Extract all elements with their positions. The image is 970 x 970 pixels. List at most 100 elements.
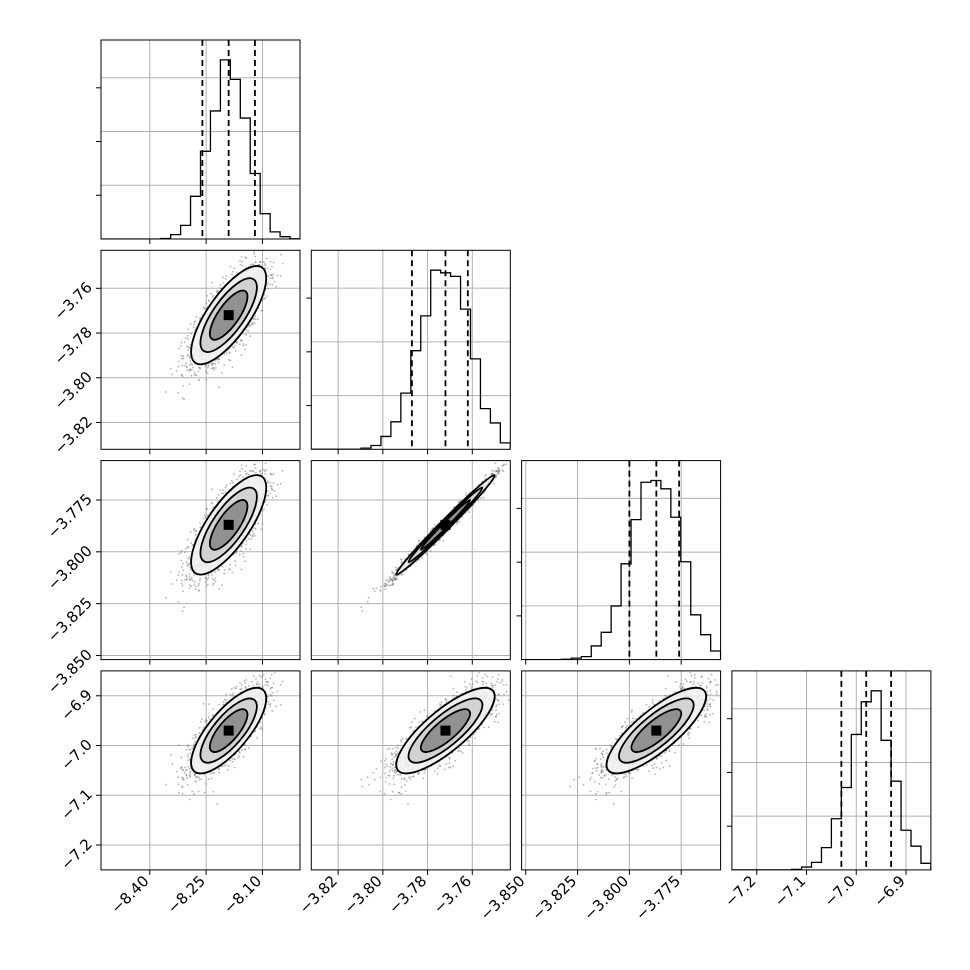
sample-point <box>442 540 445 542</box>
sample-point <box>179 345 182 347</box>
sample-point <box>267 282 269 284</box>
sample-point <box>264 297 266 300</box>
sample-point <box>193 574 196 576</box>
sample-point <box>270 487 273 490</box>
sample-point <box>198 582 201 585</box>
sample-point <box>187 546 190 548</box>
sample-point <box>273 280 276 283</box>
sample-point <box>189 368 192 371</box>
sample-point <box>189 556 191 558</box>
sample-point <box>183 551 186 554</box>
sample-point <box>227 568 230 571</box>
sample-point <box>261 510 264 512</box>
sample-point <box>516 448 518 450</box>
sample-point <box>265 257 268 260</box>
sample-point <box>222 276 225 279</box>
sample-point <box>211 488 213 491</box>
sample-point <box>242 345 245 347</box>
histogram-step <box>101 59 300 239</box>
sample-point <box>185 345 188 348</box>
sample-point <box>385 579 388 582</box>
sample-point <box>203 308 206 310</box>
scatter-panel-1-0: −3.82−3.80−3.78−3.76 <box>51 242 301 458</box>
sample-point <box>234 344 236 347</box>
sample-point <box>254 527 257 530</box>
sample-point <box>224 278 227 280</box>
sample-point <box>251 535 254 538</box>
sample-point <box>434 524 436 526</box>
sample-point <box>269 472 272 475</box>
sample-point <box>233 267 236 269</box>
sample-point <box>210 362 213 365</box>
sample-point <box>269 492 271 495</box>
sample-point <box>267 267 269 269</box>
sample-point <box>458 520 460 523</box>
sample-point <box>228 351 231 353</box>
sample-point <box>429 549 432 552</box>
sample-point <box>186 335 189 337</box>
sample-point <box>230 273 233 276</box>
sample-point <box>240 568 243 571</box>
sample-point <box>223 569 226 571</box>
sample-point <box>207 577 210 579</box>
sample-point <box>177 552 180 555</box>
sample-point <box>249 324 252 326</box>
sample-point <box>254 467 257 469</box>
sample-point <box>199 526 202 529</box>
sample-point <box>206 578 209 581</box>
sample-point <box>206 366 209 369</box>
hist-panel-0 <box>96 39 301 244</box>
sample-point <box>245 344 247 346</box>
sample-point <box>187 346 190 348</box>
sample-point <box>188 587 191 590</box>
sample-point <box>183 341 186 344</box>
sample-point <box>182 569 185 572</box>
sample-point <box>181 610 184 613</box>
sample-point <box>206 372 209 374</box>
sample-point <box>205 302 208 305</box>
sample-point <box>223 353 226 356</box>
sample-point <box>238 475 240 478</box>
histogram-step <box>311 269 511 450</box>
sample-point <box>204 365 207 368</box>
sample-point <box>182 357 185 360</box>
sample-point <box>180 354 183 357</box>
sample-point <box>273 490 276 492</box>
sample-point <box>251 534 254 537</box>
sample-point <box>269 261 272 263</box>
sample-point <box>181 375 184 378</box>
scatter-panel-2-1 <box>310 448 518 665</box>
sample-point <box>260 528 262 531</box>
sample-point <box>188 584 191 586</box>
sample-point <box>177 347 180 350</box>
sample-point <box>190 542 193 545</box>
sample-point <box>253 463 256 466</box>
sample-point <box>279 274 282 277</box>
sample-point <box>261 309 264 312</box>
sample-point <box>235 552 237 554</box>
sample-point <box>239 470 241 473</box>
panel-frame <box>100 249 301 450</box>
sample-point <box>249 469 251 472</box>
sample-point <box>296 419 298 421</box>
panel-frame <box>100 39 301 240</box>
sample-point <box>247 537 250 540</box>
sample-point <box>235 342 238 344</box>
sample-point <box>385 583 388 585</box>
sample-point <box>246 472 249 475</box>
sample-point <box>266 504 268 506</box>
sample-point <box>218 568 220 571</box>
sample-point <box>262 260 265 263</box>
sample-point <box>465 492 468 495</box>
sample-point <box>234 560 236 563</box>
sample-point <box>180 358 183 360</box>
sample-point <box>247 330 250 332</box>
sample-point <box>187 337 190 340</box>
sample-point <box>229 568 232 571</box>
sample-point <box>268 242 270 244</box>
sample-point <box>247 473 250 476</box>
sample-point <box>212 294 215 297</box>
sample-point <box>461 515 464 518</box>
sample-point <box>212 362 215 365</box>
sample-point <box>389 576 392 579</box>
